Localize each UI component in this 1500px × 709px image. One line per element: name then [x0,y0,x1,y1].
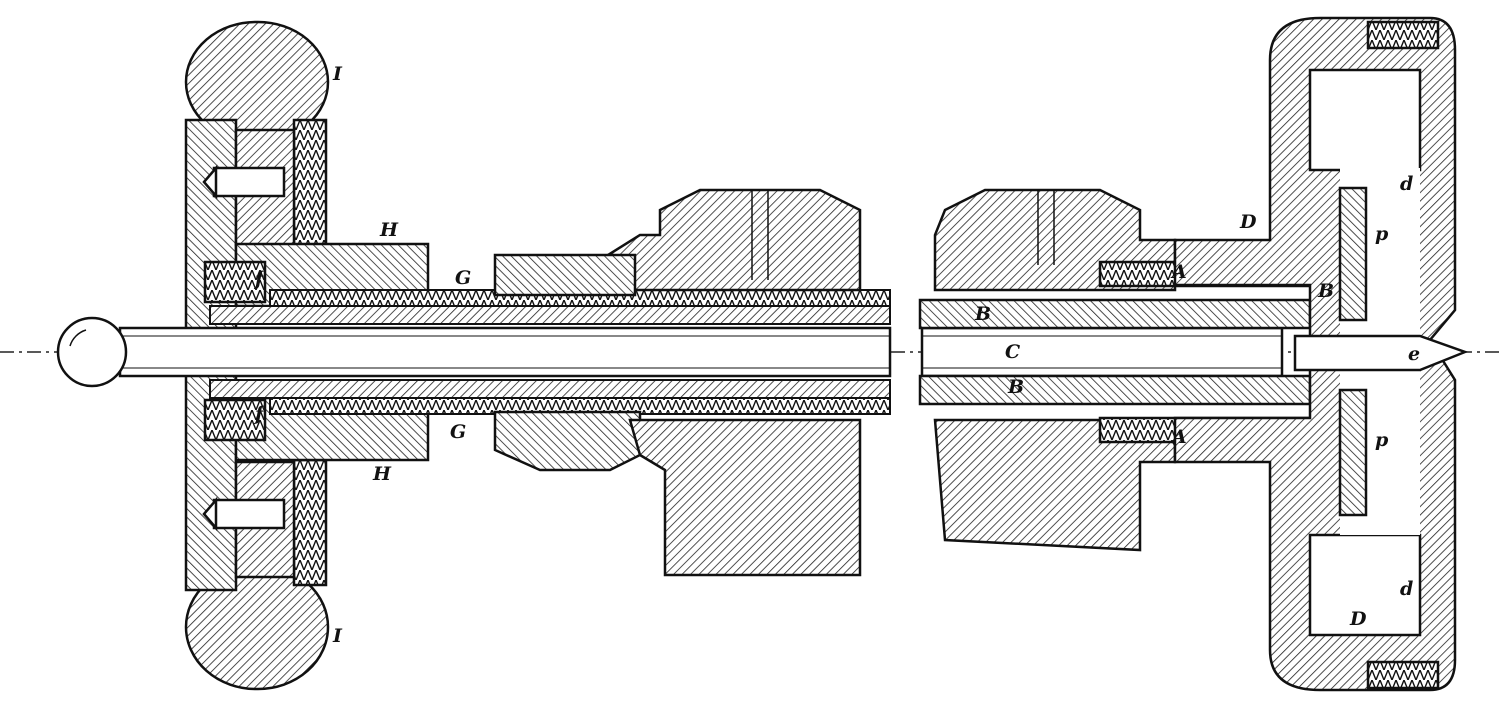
label-p-top: p [1375,223,1389,245]
label-d-bottom: d [1400,578,1413,600]
label-I-top: I [332,63,343,85]
center-point-e [1293,334,1469,372]
spindle-C [56,316,1284,388]
screw-G [209,289,891,415]
label-A-bottom: A [1170,426,1187,448]
label-D-bottom: D [1349,608,1367,630]
label-d-top: d [1400,173,1413,195]
label-I-bottom: I [332,625,343,647]
label-p-bottom: p [1375,429,1389,451]
label-D-top: D [1239,211,1257,233]
label-H-top: H [379,219,399,241]
handwheel-I [184,20,330,691]
label-C: C [1005,341,1020,363]
label-B-upper: B [974,303,991,325]
label-B-lower: B [1007,376,1024,398]
label-f-bottom: f [253,403,266,425]
label-f-top: f [253,268,266,290]
label-e: e [1408,343,1420,365]
label-H-bottom: H [372,463,392,485]
headstock-left [493,188,862,577]
label-G-top: G [455,267,471,289]
label-G-bottom: G [450,421,466,443]
label-B-right: B [1317,280,1334,302]
label-A-top: A [1170,261,1187,283]
